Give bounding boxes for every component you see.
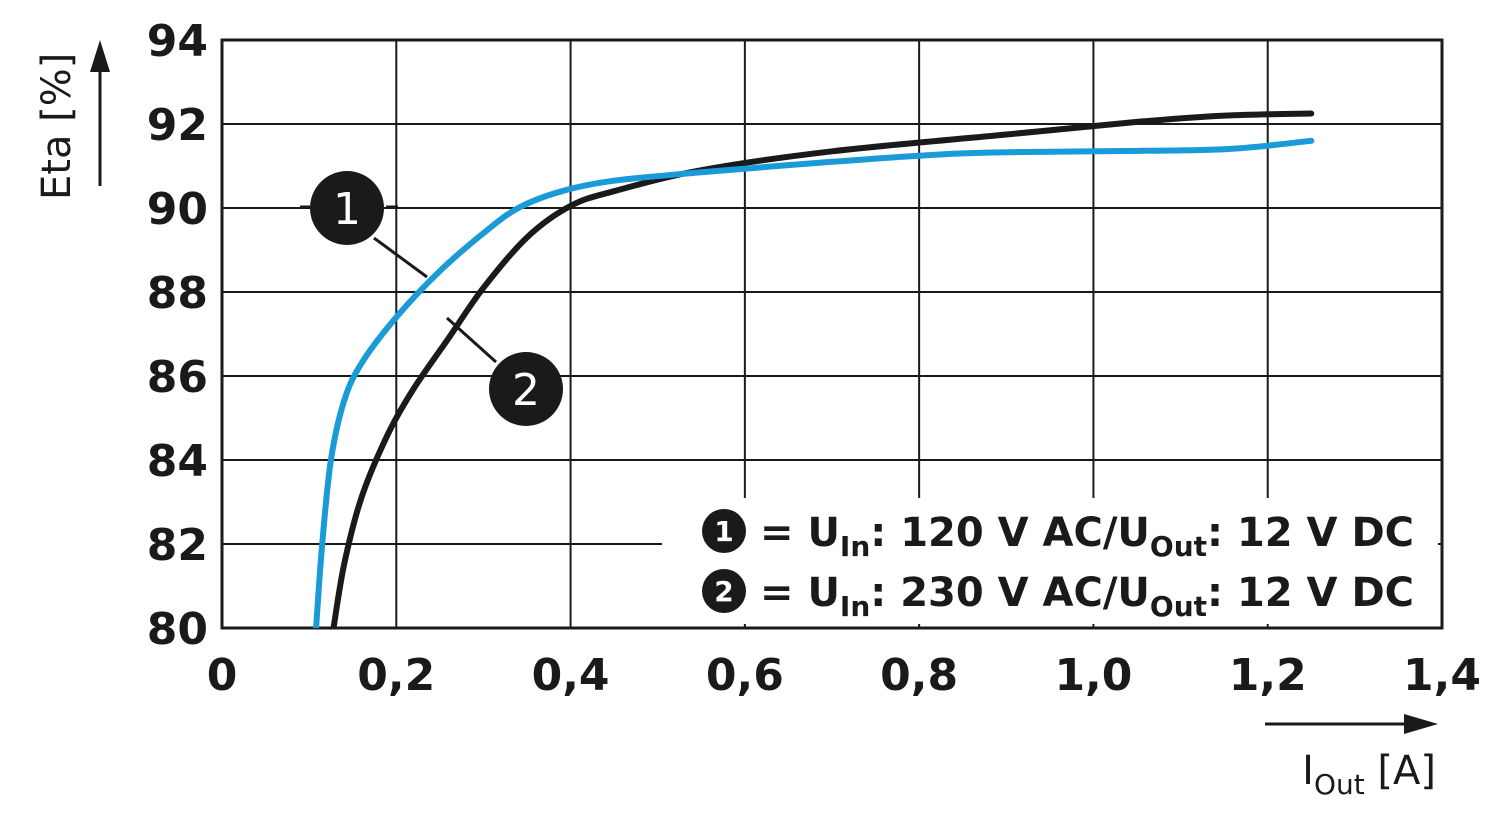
legend-entry-1: 1 = UIn: 120 V AC/UOut: 12 V DC (702, 509, 1414, 563)
x-tick-label: 1,2 (1229, 650, 1307, 701)
legend: 1 = UIn: 120 V AC/UOut: 12 V DC 2 = UIn:… (702, 509, 1414, 623)
y-tick-label: 92 (147, 100, 208, 151)
x-tick-label: 0,4 (532, 650, 610, 701)
legend-entry-2: 2 = UIn: 230 V AC/UOut: 12 V DC (702, 569, 1414, 623)
y-axis-title: Eta [%] (34, 40, 110, 200)
series-2-marker: 2 (445, 316, 563, 426)
y-axis-label: Eta [%] (34, 53, 80, 200)
series-1-marker-label: 1 (333, 184, 361, 235)
y-tick-label: 82 (147, 520, 208, 571)
x-tick-label: 0,8 (880, 650, 958, 701)
legend-marker-2-label: 2 (714, 575, 733, 608)
y-tick-label: 88 (147, 268, 208, 319)
series-2-marker-label: 2 (512, 365, 540, 416)
x-tick-label: 1,0 (1054, 650, 1132, 701)
x-axis-label: IOut [A] (1302, 748, 1436, 801)
series-1-line (313, 137, 1315, 628)
x-tick-label: 0,6 (706, 650, 784, 701)
x-axis-title: IOut [A] (1265, 714, 1438, 801)
x-tick-label: 1,4 (1403, 650, 1481, 701)
series-1-marker: 1 (300, 171, 428, 279)
legend-background (662, 498, 1438, 624)
y-tick-label: 80 (147, 604, 208, 655)
y-tick-label: 94 (147, 16, 208, 67)
y-tick-labels: 80 82 84 86 88 90 92 94 (147, 16, 208, 655)
legend-entry-1-text: = UIn: 120 V AC/UOut: 12 V DC (760, 510, 1414, 563)
series-2-line (330, 110, 1315, 628)
y-tick-label: 90 (147, 184, 208, 235)
legend-entry-2-text: = UIn: 230 V AC/UOut: 12 V DC (760, 570, 1414, 623)
legend-marker-2 (702, 569, 746, 613)
plot-frame (220, 38, 1444, 630)
x-tick-label: 0,2 (357, 650, 435, 701)
y-axis-arrowhead (90, 40, 110, 72)
x-tick-label: 0 (207, 650, 238, 701)
x-axis-arrowhead (1404, 714, 1438, 734)
legend-marker-1-label: 1 (714, 515, 733, 548)
legend-marker-1 (702, 509, 746, 553)
y-tick-label: 84 (147, 436, 208, 487)
x-tick-labels: 0 0,2 0,4 0,6 0,8 1,0 1,2 1,4 (207, 650, 1481, 701)
y-tick-label: 86 (147, 352, 208, 403)
